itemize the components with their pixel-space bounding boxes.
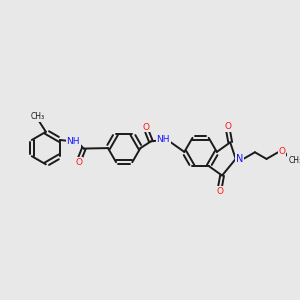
Text: O: O bbox=[76, 158, 82, 167]
Text: CH₃: CH₃ bbox=[288, 156, 300, 165]
Text: NH: NH bbox=[157, 135, 170, 144]
Text: O: O bbox=[278, 147, 285, 156]
Text: O: O bbox=[217, 187, 224, 196]
Text: O: O bbox=[142, 123, 150, 132]
Text: NH: NH bbox=[67, 137, 80, 146]
Text: CH₃: CH₃ bbox=[30, 112, 44, 121]
Text: N: N bbox=[236, 154, 243, 164]
Text: O: O bbox=[225, 122, 232, 130]
